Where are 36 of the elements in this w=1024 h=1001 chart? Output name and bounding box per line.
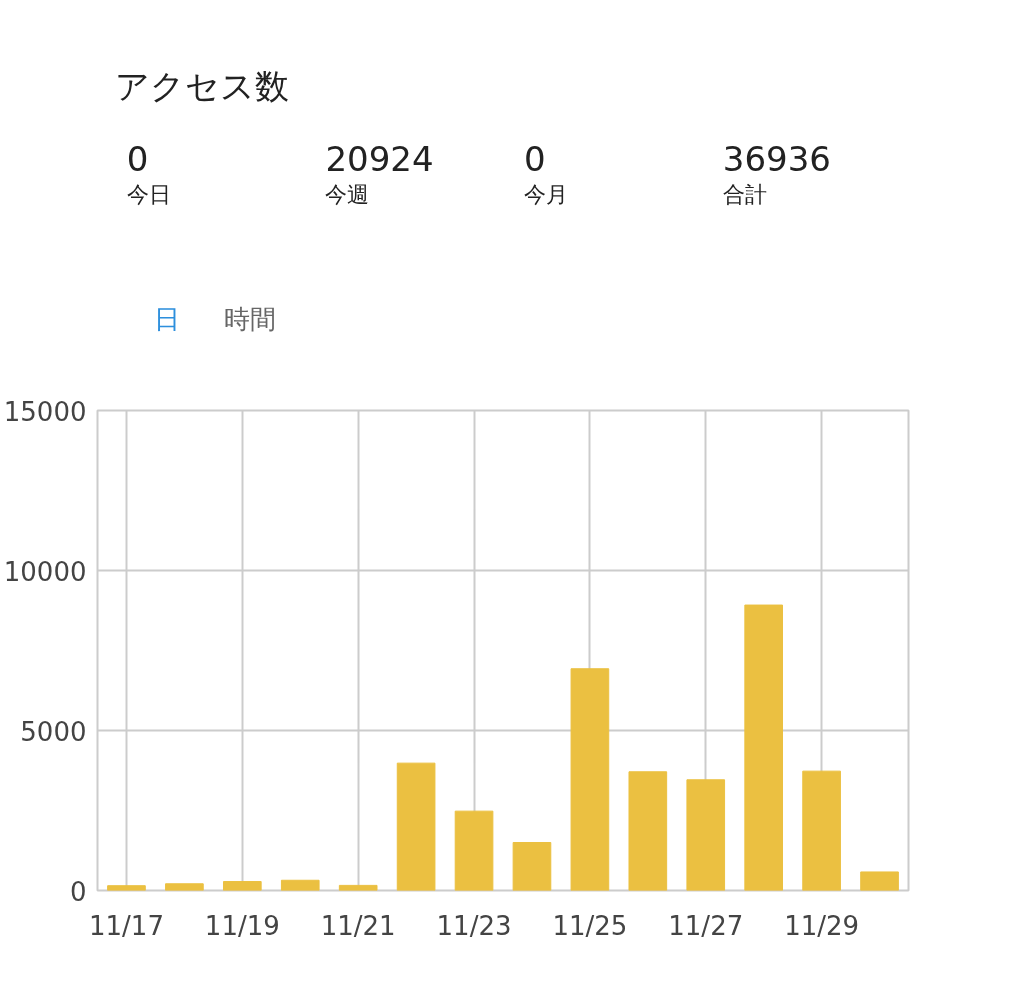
x-tick-label: 11/19 (204, 910, 280, 941)
x-tick-label: 11/25 (552, 910, 628, 941)
bar (107, 885, 146, 891)
text: 今月 (524, 182, 569, 207)
text: 20924 (325, 139, 434, 179)
text: 合計 (722, 182, 767, 207)
bar (744, 604, 784, 891)
text: 今日 (126, 182, 171, 207)
x-tick-label: 11/27 (668, 910, 744, 941)
bar (512, 842, 552, 891)
text: 日 (154, 303, 181, 334)
y-tick-label: 5000 (20, 716, 87, 747)
bar (802, 770, 841, 891)
chart-title: アクセス数 (115, 65, 290, 106)
bar (628, 771, 668, 891)
bar (454, 810, 494, 891)
bar (686, 779, 726, 891)
bar (396, 762, 436, 891)
y-tick-label: 15000 (3, 396, 87, 427)
x-tick-label: 11/21 (320, 910, 396, 941)
bar (222, 881, 262, 891)
x-tick-label: 11/23 (436, 910, 512, 941)
bar (280, 879, 320, 891)
text: 36936 (722, 139, 831, 179)
bar (165, 883, 204, 891)
text: 時間 (223, 303, 276, 334)
x-tick-label: 11/17 (89, 910, 164, 941)
bar (860, 871, 899, 891)
text: 今週 (325, 182, 370, 207)
y-tick-label: 0 (69, 876, 87, 907)
bar (338, 884, 378, 891)
text: 0 (524, 139, 546, 179)
x-tick-label: 11/29 (784, 910, 860, 941)
bar (570, 668, 610, 891)
y-tick-label: 10000 (3, 556, 87, 587)
text: 0 (126, 139, 149, 179)
